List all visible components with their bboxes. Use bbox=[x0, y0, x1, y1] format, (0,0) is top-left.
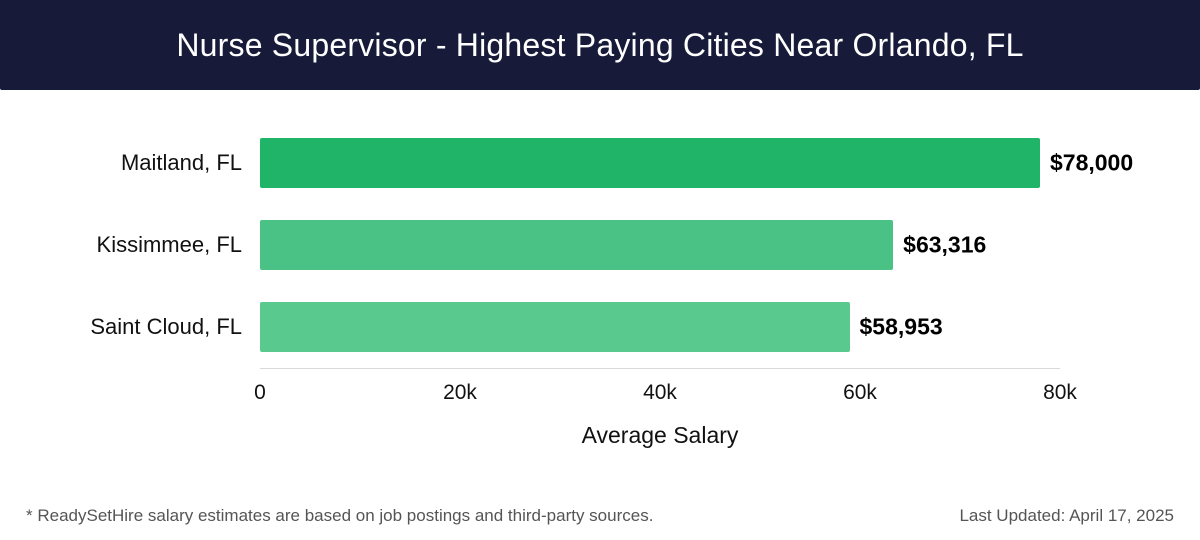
bar-row: Maitland, FL $78,000 bbox=[0, 122, 1200, 204]
chart-title: Nurse Supervisor - Highest Paying Cities… bbox=[176, 26, 1024, 63]
x-tick-label: 80k bbox=[1043, 381, 1077, 404]
bar-row: Kissimmee, FL $63,316 bbox=[0, 204, 1200, 286]
x-axis: 0 20k 40k 60k 80k bbox=[254, 368, 1077, 408]
chart-title-banner: Nurse Supervisor - Highest Paying Cities… bbox=[0, 0, 1200, 90]
x-axis-label: Average Salary bbox=[581, 422, 739, 448]
bar bbox=[260, 302, 850, 352]
footer-disclaimer: * ReadySetHire salary estimates are base… bbox=[26, 506, 654, 525]
bar-rows: Maitland, FL $78,000 Kissimmee, FL $63,316 S… bbox=[0, 122, 1200, 368]
footer-last-updated: Last Updated: April 17, 2025 bbox=[959, 506, 1174, 525]
bar bbox=[260, 220, 894, 270]
footer: * ReadySetHire salary estimates are base… bbox=[0, 506, 1200, 526]
bar-track: $78,000 bbox=[260, 138, 1133, 188]
bar-chart: Maitland, FL $78,000 Kissimmee, FL $63,316 S… bbox=[0, 90, 1200, 449]
x-tick-label: 40k bbox=[643, 381, 677, 404]
category-label: Maitland, FL bbox=[120, 150, 242, 175]
x-tick-label: 0 bbox=[254, 381, 266, 404]
bar bbox=[260, 138, 1040, 188]
x-tick-label: 60k bbox=[843, 381, 877, 404]
category-label: Kissimmee, FL bbox=[96, 232, 242, 257]
category-label: Saint Cloud, FL bbox=[90, 314, 242, 339]
bar-row: Saint Cloud, FL $58,953 bbox=[0, 286, 1200, 368]
value-label: $63,316 bbox=[903, 231, 987, 258]
value-label: $78,000 bbox=[1050, 149, 1134, 176]
bar-track: $63,316 bbox=[260, 220, 1060, 270]
value-label: $58,953 bbox=[859, 313, 943, 340]
bar-track: $58,953 bbox=[260, 302, 1060, 352]
x-tick-label: 20k bbox=[443, 381, 477, 404]
